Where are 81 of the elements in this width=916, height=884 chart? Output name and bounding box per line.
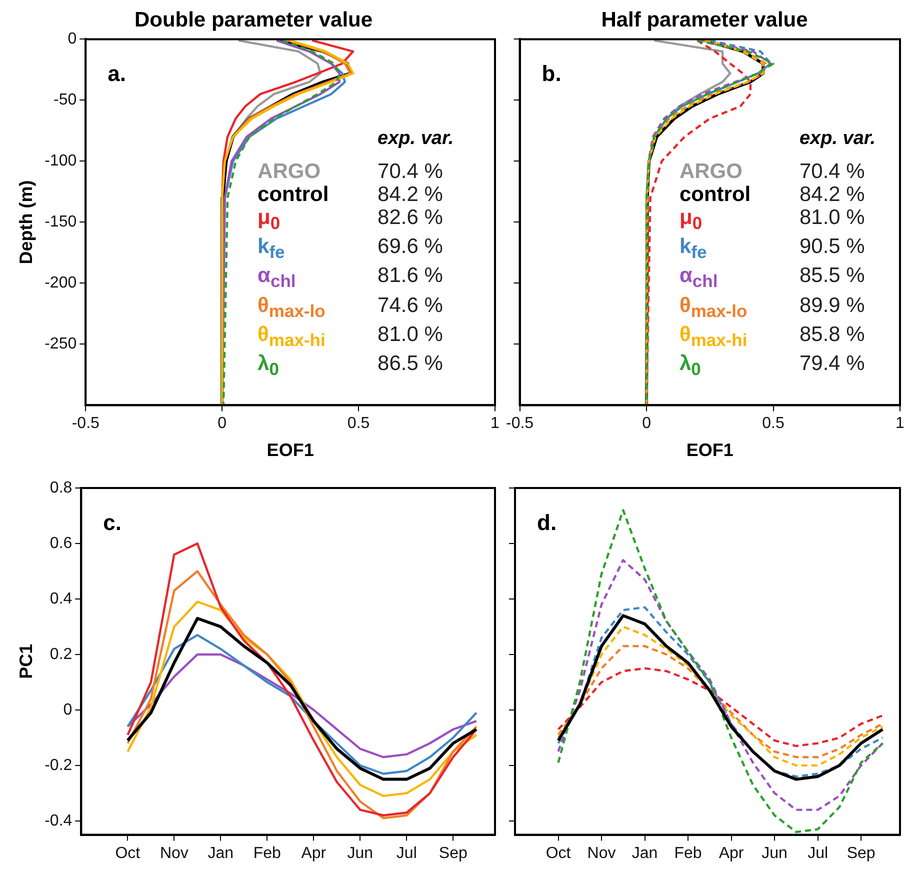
x-tick-label: 0.5 bbox=[347, 415, 370, 432]
y-tick-label: 0.2 bbox=[50, 646, 72, 663]
chart-title: Double parameter value bbox=[134, 8, 373, 32]
x-tick-label: Sep bbox=[438, 844, 468, 862]
x-tick-label: -0.5 bbox=[72, 415, 100, 432]
text: k$_{fe}$ bbox=[679, 235, 708, 264]
annotation: a. bbox=[108, 61, 126, 86]
series-label: θ$_{max-hi}$ bbox=[258, 322, 326, 352]
x-tick-label: Jun bbox=[762, 844, 788, 862]
series-label: λ$_{0}$ bbox=[258, 352, 280, 382]
x-tick-label: Jul bbox=[396, 844, 417, 862]
series-label: θ$_{max-hi}$ bbox=[679, 322, 748, 352]
annotation: c. bbox=[103, 510, 122, 535]
y-tick-label: 0.8 bbox=[50, 479, 72, 496]
annotation: 82.6 % bbox=[378, 206, 444, 232]
x-tick-label: Nov bbox=[587, 844, 616, 862]
y-tick-label: -200 bbox=[44, 274, 77, 292]
annotation: 70.4 % bbox=[799, 160, 866, 184]
x-tick-label: Jun bbox=[347, 844, 374, 862]
x-tick-label: 0 bbox=[218, 415, 227, 432]
y-tick-label: -50 bbox=[54, 92, 77, 109]
annotation: 84.2 % bbox=[378, 183, 444, 206]
annotation: 79.4 % bbox=[799, 352, 866, 377]
legend-title: exp. var. bbox=[799, 127, 876, 150]
series-label: λ$_{0}$ bbox=[679, 352, 702, 382]
annotation: 81.6 % bbox=[378, 264, 444, 290]
y-tick-label: 0.4 bbox=[50, 590, 72, 608]
y-tick-label: -0.4 bbox=[44, 812, 72, 830]
y-tick-label: 0 bbox=[63, 701, 72, 718]
x-tick-label: Nov bbox=[160, 844, 188, 862]
annotation: 85.8 % bbox=[799, 322, 866, 348]
annotation: 69.6 % bbox=[378, 235, 444, 260]
series-label: θ$_{max-lo}$ bbox=[258, 294, 326, 323]
x-tick-label: Oct bbox=[115, 844, 141, 862]
annotation: b. bbox=[542, 61, 562, 86]
x-tick-label: Apr bbox=[301, 844, 327, 862]
series-label: α$_{chl}$ bbox=[679, 264, 719, 294]
x-tick-label: Feb bbox=[253, 844, 282, 862]
x-tick-label: Jan bbox=[208, 844, 234, 862]
series-label: control bbox=[258, 183, 330, 206]
x-tick-label: Sep bbox=[846, 844, 876, 862]
annotation: 85.5 % bbox=[799, 264, 866, 290]
series-label: control bbox=[679, 183, 752, 206]
x-tick-label: Apr bbox=[718, 844, 744, 862]
y-tick-label: 0.6 bbox=[50, 534, 72, 552]
y-tick-label: -150 bbox=[44, 214, 77, 231]
x-tick-label: -0.5 bbox=[506, 415, 534, 432]
y-axis-title: Depth (m) bbox=[16, 180, 36, 264]
annotation: d. bbox=[537, 510, 557, 535]
series-label: k$_{fe}$ bbox=[258, 235, 286, 264]
x-tick-label: Oct bbox=[546, 844, 572, 862]
y-tick-label: 0 bbox=[68, 30, 77, 48]
x-axis-title: EOF1 bbox=[266, 440, 314, 460]
x-tick-label: 0.5 bbox=[762, 415, 784, 432]
y-axis-title: PC1 bbox=[16, 644, 36, 679]
x-axis-title: EOF1 bbox=[686, 440, 734, 460]
annotation: 86.5 % bbox=[378, 352, 444, 377]
x-tick-label: Jan bbox=[632, 844, 658, 862]
annotation: 74.6 % bbox=[378, 294, 444, 319]
series-label: ARGO bbox=[258, 160, 322, 184]
series-label: θ$_{max-lo}$ bbox=[679, 294, 748, 323]
annotation: 70.4 % bbox=[378, 160, 444, 184]
annotation: 89.9 % bbox=[799, 294, 866, 319]
annotation: 90.5 % bbox=[799, 235, 866, 260]
x-tick-label: 1 bbox=[490, 415, 500, 432]
x-tick-label: Jul bbox=[808, 844, 828, 862]
series-label: μ$_{0}$ bbox=[679, 206, 704, 236]
y-tick-label: -0.2 bbox=[44, 756, 72, 774]
chart-title: Half parameter value bbox=[601, 8, 808, 32]
y-tick-label: -250 bbox=[44, 336, 77, 353]
y-tick-label: -100 bbox=[44, 152, 77, 170]
annotation: 84.2 % bbox=[799, 183, 866, 206]
x-tick-label: Feb bbox=[674, 844, 702, 862]
annotation: 81.0 % bbox=[799, 206, 866, 232]
annotation: 81.0 % bbox=[378, 322, 444, 348]
series-label: μ$_{0}$ bbox=[258, 206, 282, 236]
series-label: ARGO bbox=[679, 160, 744, 184]
x-tick-label: 0 bbox=[642, 415, 652, 432]
series-label: α$_{chl}$ bbox=[258, 264, 297, 294]
legend-title: exp. var. bbox=[378, 127, 454, 150]
x-tick-label: 1 bbox=[896, 415, 905, 432]
